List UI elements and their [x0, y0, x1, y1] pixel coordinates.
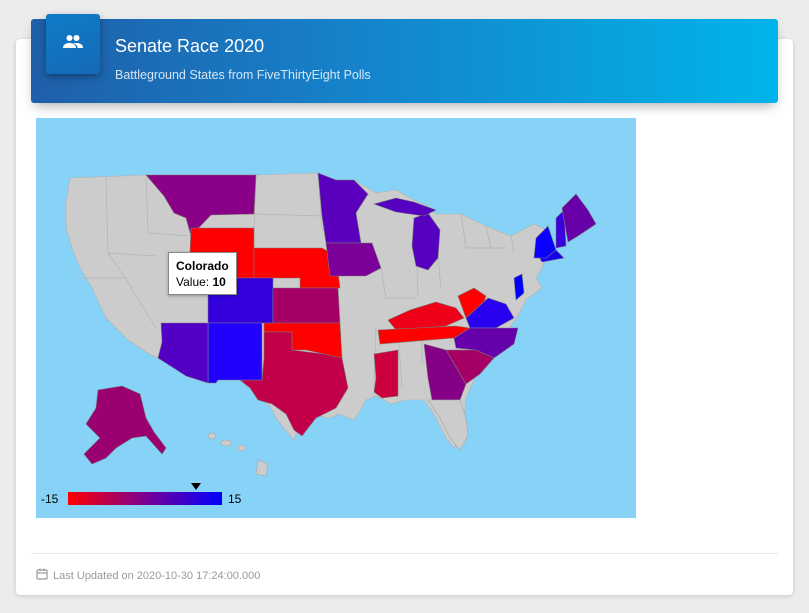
tooltip-value-label: Value:: [176, 275, 213, 289]
page-title: Senate Race 2020: [115, 36, 265, 56]
calendar-icon: [36, 568, 48, 583]
us-map-svg: [65, 172, 597, 477]
legend-marker-icon: [191, 483, 202, 490]
state-new-jersey[interactable]: [513, 273, 525, 301]
state-alaska[interactable]: [83, 385, 167, 465]
states-layer: [145, 172, 597, 437]
state-michigan[interactable]: [411, 212, 441, 271]
state-kansas[interactable]: [272, 287, 341, 324]
footer-divider: [31, 553, 778, 554]
tooltip-state-name: Colorado: [176, 259, 229, 273]
hawaii-islands: [207, 432, 269, 477]
state-arizona[interactable]: [157, 322, 209, 384]
state-new-hampshire[interactable]: [555, 209, 567, 249]
state-new-york[interactable]: [533, 225, 557, 259]
tooltip-value: 10: [212, 275, 226, 289]
legend-min-label: -15: [41, 492, 59, 506]
people-icon: [61, 30, 85, 58]
legend-max-label: 15: [228, 492, 242, 506]
legend-color-scale: [68, 492, 222, 505]
state-maine[interactable]: [561, 193, 597, 243]
page-subtitle: Battleground States from FiveThirtyEight…: [115, 68, 371, 82]
choropleth-map[interactable]: Colorado Value: 10 -15 15: [36, 118, 636, 518]
map-tooltip: Colorado Value: 10: [168, 252, 237, 295]
state-michigan-upper[interactable]: [373, 197, 437, 217]
state-iowa[interactable]: [325, 242, 382, 277]
state-north-carolina[interactable]: [453, 327, 519, 359]
state-minnesota[interactable]: [317, 172, 369, 244]
last-updated-text: Last Updated on 2020-10-30 17:24:00.000: [53, 569, 261, 582]
header-icon-box: [46, 14, 100, 74]
state-florida: [427, 399, 469, 451]
card-header: [31, 19, 778, 103]
state-new-mexico[interactable]: [207, 322, 263, 384]
state-mississippi[interactable]: [373, 349, 399, 399]
card-footer: Last Updated on 2020-10-30 17:24:00.000: [36, 568, 260, 583]
